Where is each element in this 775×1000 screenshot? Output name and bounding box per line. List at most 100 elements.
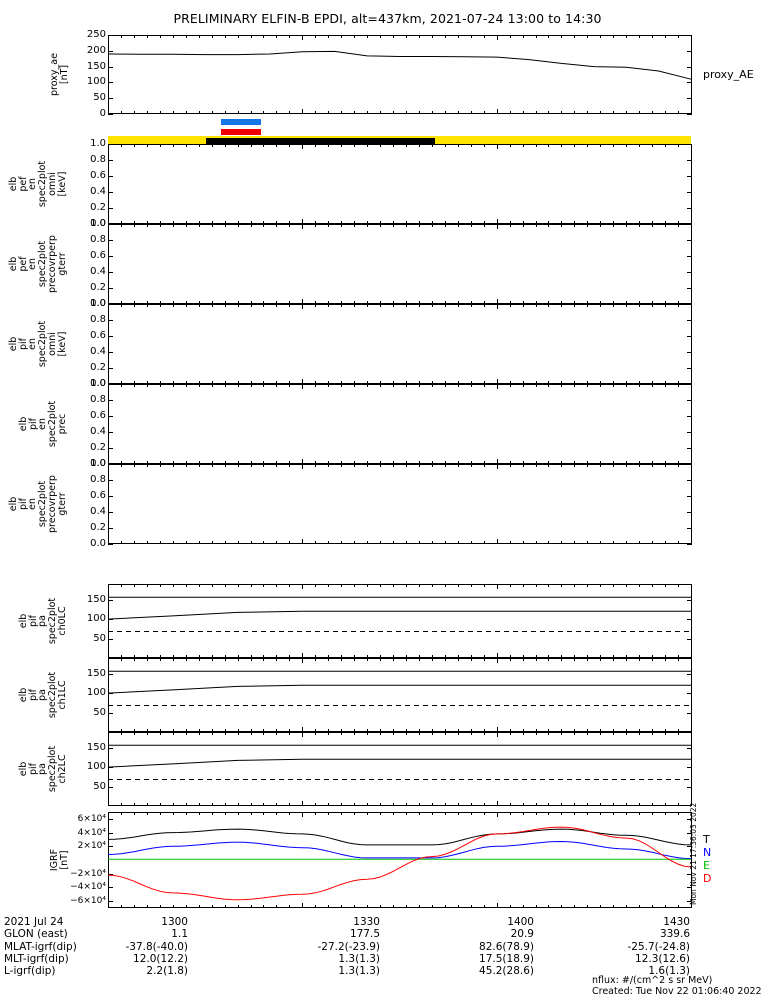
xtick-mark (198, 803, 200, 806)
xtick-mark (276, 304, 278, 307)
xtick-mark (691, 584, 692, 589)
ytick-mark (108, 82, 113, 84)
ytick-mark (108, 35, 113, 36)
ytick-mark (687, 448, 692, 449)
xtick-mark (613, 905, 615, 908)
xtick-mark (405, 658, 407, 661)
xtick-mark (444, 301, 446, 304)
xtick-mark (405, 803, 407, 806)
xtick-mark (431, 655, 433, 658)
xtick-mark (198, 464, 200, 467)
xtick-mark (146, 35, 148, 38)
ytick-mark (108, 432, 113, 433)
xtick-mark (678, 905, 680, 908)
xtick-mark (574, 584, 576, 587)
xtick-mark (626, 381, 628, 384)
xtick-mark (133, 301, 135, 304)
xtick-mark (198, 812, 200, 815)
xtick-mark (172, 729, 174, 732)
xtick-mark (172, 224, 174, 227)
xtick-mark (315, 658, 317, 661)
panel-elb-pef-en-precovrperp-gterr (108, 224, 692, 304)
xtick-mark (457, 301, 459, 304)
xtick-mark (276, 584, 278, 587)
xtick-mark (457, 221, 459, 224)
xtick-mark (574, 381, 576, 384)
yticks-elb-pef-en-precovrperp-gterr: 1.0 0.8 0.6 0.4 0.2 0.0 (66, 219, 106, 309)
xtick-mark (250, 658, 252, 661)
xtick-mark (678, 658, 680, 661)
xtick-mark (470, 658, 472, 661)
xtick-mark (587, 812, 589, 815)
ytick-label: 0.2 (90, 202, 106, 213)
xtick-mark (600, 304, 602, 307)
ytick-label: 0.0 (90, 298, 106, 309)
xtick-mark (159, 584, 161, 587)
xtick-mark (146, 732, 148, 735)
ytick-mark (108, 114, 113, 115)
xtick-mark (587, 221, 589, 224)
xtick-mark (444, 111, 446, 114)
xtick-mark (120, 541, 122, 544)
xtick-mark (535, 803, 537, 806)
xtick-mark (548, 461, 550, 464)
xtick-mark (509, 384, 511, 387)
xtick-mark (108, 384, 109, 389)
xtick-mark (367, 301, 369, 304)
xtick-mark (315, 461, 317, 464)
xtick-mark (108, 459, 109, 464)
xtick-mark (678, 111, 680, 114)
xtick-mark (108, 224, 109, 229)
xtick-mark (431, 35, 433, 38)
xtick-mark (315, 111, 317, 114)
xtick-mark (535, 464, 537, 467)
meta-cell: 1.6(1.3) (648, 965, 690, 978)
ytick-mark (108, 638, 113, 640)
xtick-mark (328, 221, 330, 224)
xtick-mark (626, 464, 628, 467)
xtick-mark (457, 584, 459, 587)
xtick-mark (626, 541, 628, 544)
xtick-mark (574, 803, 576, 806)
xtick-mark (613, 304, 615, 307)
xtick-mark (548, 803, 550, 806)
xtick-mark (483, 381, 485, 384)
xtick-mark (652, 221, 654, 224)
xtick-mark (509, 732, 511, 735)
xtick-mark (289, 461, 291, 464)
xtick-mark (522, 732, 524, 735)
xtick-mark (483, 729, 485, 732)
xtick-mark (509, 803, 511, 806)
xtick-mark (289, 732, 291, 735)
xtick-mark (198, 221, 200, 224)
xtick-mark (483, 301, 485, 304)
ytick-mark (687, 160, 692, 161)
xtick-mark (211, 905, 213, 908)
xtick-mark (665, 304, 667, 307)
xtick-mark (522, 144, 524, 147)
xtick-mark (237, 905, 239, 908)
xtick-mark (367, 381, 369, 384)
xtick-mark (665, 732, 667, 735)
xtick-mark (496, 384, 498, 389)
xtick-mark (431, 464, 433, 467)
xtick-mark (302, 801, 304, 806)
xtick-mark (224, 35, 226, 38)
xtick-mark (444, 905, 446, 908)
xtick-mark (418, 111, 420, 114)
meta-cell: -37.8(-40.0) (125, 940, 188, 953)
xtick-mark (380, 812, 382, 815)
xtick-mark (470, 301, 472, 304)
xtick-mark (198, 144, 200, 147)
xtick-mark (665, 384, 667, 387)
xtick-mark (678, 729, 680, 732)
xtick-mark (665, 301, 667, 304)
xtick-mark (185, 812, 187, 815)
xtick-mark (535, 461, 537, 464)
yticks-elb-pif-en-prec: 1.0 0.8 0.6 0.4 0.2 0.0 (66, 379, 106, 469)
xtick-mark (457, 464, 459, 467)
ytick-mark (687, 416, 692, 417)
xtick-mark (341, 812, 343, 815)
xtick-mark (535, 35, 537, 38)
xtick-mark (691, 539, 692, 544)
